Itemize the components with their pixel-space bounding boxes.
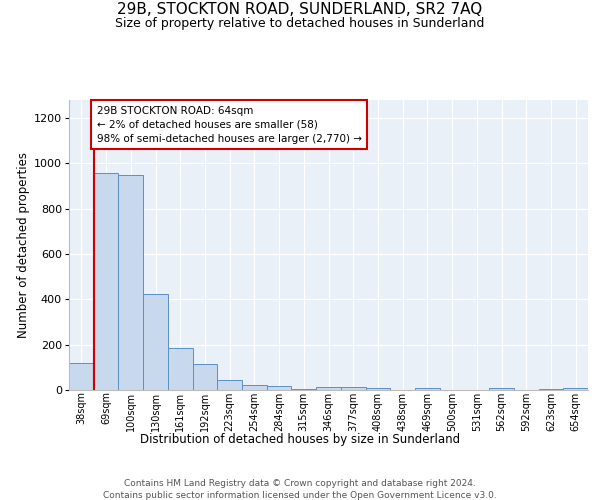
Bar	[94, 172, 118, 390]
Bar	[193, 364, 217, 390]
Bar	[365, 388, 390, 390]
Bar	[539, 389, 563, 390]
Bar	[69, 363, 94, 390]
Bar	[168, 348, 193, 390]
Bar	[118, 175, 143, 390]
Bar	[292, 389, 316, 390]
Text: Distribution of detached houses by size in Sunderland: Distribution of detached houses by size …	[140, 432, 460, 446]
Text: Size of property relative to detached houses in Sunderland: Size of property relative to detached ho…	[115, 17, 485, 30]
Bar	[267, 386, 292, 390]
Y-axis label: Number of detached properties: Number of detached properties	[17, 152, 30, 338]
Bar	[242, 386, 267, 390]
Text: 29B, STOCKTON ROAD, SUNDERLAND, SR2 7AQ: 29B, STOCKTON ROAD, SUNDERLAND, SR2 7AQ	[118, 2, 482, 18]
Bar	[217, 380, 242, 390]
Text: 29B STOCKTON ROAD: 64sqm
← 2% of detached houses are smaller (58)
98% of semi-de: 29B STOCKTON ROAD: 64sqm ← 2% of detache…	[97, 106, 362, 144]
Bar	[143, 294, 168, 390]
Bar	[563, 388, 588, 390]
Bar	[489, 388, 514, 390]
Bar	[316, 387, 341, 390]
Bar	[415, 388, 440, 390]
Text: Contains HM Land Registry data © Crown copyright and database right 2024.
Contai: Contains HM Land Registry data © Crown c…	[103, 478, 497, 500]
Bar	[341, 387, 365, 390]
